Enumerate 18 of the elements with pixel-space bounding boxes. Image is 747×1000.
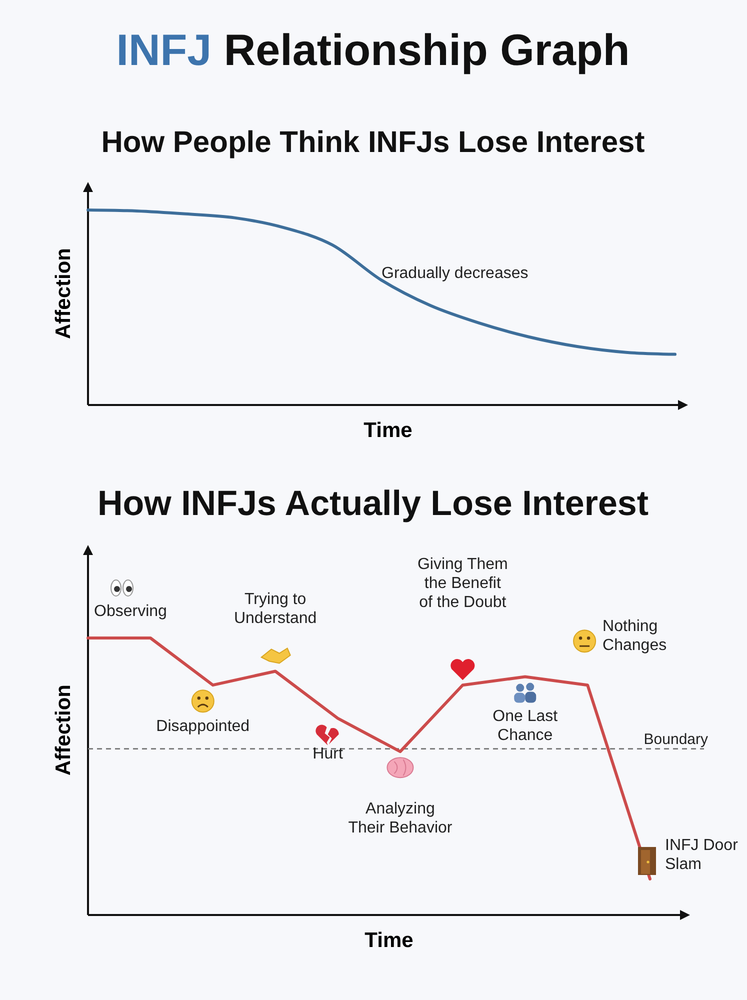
annotation: INFJ Door Slam [665, 836, 739, 873]
y-axis-title: Affection [52, 248, 75, 339]
chart-title: INFJ Relationship Graph [116, 26, 630, 75]
annotation: Analyzing Their Behavior [348, 800, 453, 837]
annotation: Hurt [312, 745, 344, 762]
text: Trying to Understand [234, 591, 317, 628]
chart-title: How INFJs Actually Lose Interest [97, 484, 649, 523]
chart-subtitle: How People Think INFJs Lose Interest [101, 126, 645, 159]
text: Observing [94, 603, 167, 620]
annotation: One Last Chance [492, 708, 558, 744]
annotation: Gradually decreases [382, 265, 528, 282]
x-axis-title: Time [364, 419, 412, 442]
x-axis-title: Time [364, 929, 414, 952]
annotation: Disappointed [156, 718, 250, 736]
annotation: Nothing Changes [602, 618, 667, 654]
y-axis-title: Affection [52, 684, 75, 776]
ref-line-label: Boundary [644, 730, 708, 748]
text: Giving Them the Benefit of the Doubt [417, 556, 508, 612]
